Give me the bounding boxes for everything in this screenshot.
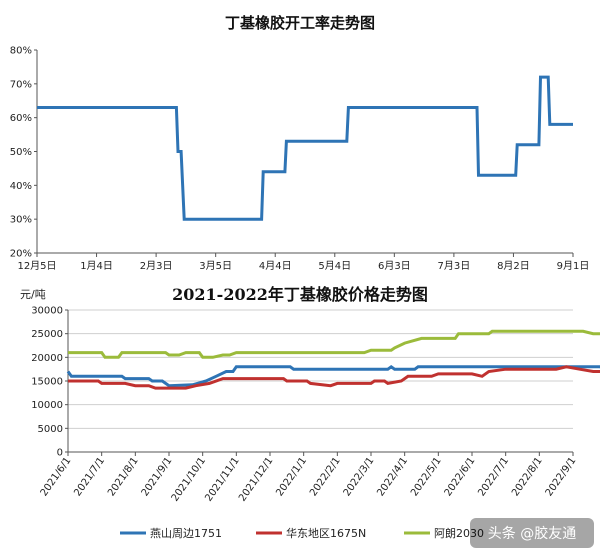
chart2-x-tick-label: 2021/10/1 [170, 455, 208, 503]
chart2-x-tick-label: 2021/6/1 [39, 455, 74, 498]
chart1-x-tick-label: 2月3日 [140, 260, 173, 272]
chart2-y-tick-label: 15000 [31, 377, 63, 388]
chart1-y-tick-label: 60% [10, 113, 32, 124]
chart2-y-tick-label: 30000 [31, 306, 63, 317]
chart1-y-tick-label: 50% [10, 147, 32, 158]
chart2-y-tick-label: 10000 [31, 400, 63, 411]
chart2-y-tick-label: 25000 [31, 329, 63, 340]
legend-label-arlanxeo: 阿朗2030 [434, 527, 484, 540]
chart2-y-tick-label: 0 [57, 448, 63, 459]
chart1-y-tick-label: 80% [10, 46, 32, 57]
chart2-x-tick-label: 2022/2/1 [308, 455, 343, 498]
watermark: 头条 @胶友通 [470, 518, 594, 548]
chart2-x-tick-label: 2021/7/1 [72, 455, 107, 498]
chart1-y-tick-label: 30% [10, 215, 32, 226]
chart2-x-tick-label: 2022/5/1 [409, 455, 444, 498]
chart2-y-tick-label: 5000 [38, 424, 63, 435]
chart2-unit-label: 元/吨 [20, 288, 46, 301]
chart1-x-tick-label: 9月1日 [557, 260, 590, 272]
chart2-series-line-1 [68, 365, 600, 390]
chart2-series-line-0 [66, 364, 600, 388]
chart1-x-tick-label: 3月5日 [199, 260, 232, 272]
chart1-x-tick-label: 7月3日 [438, 260, 471, 272]
watermark-text: 头条 @胶友通 [488, 525, 576, 542]
chart2-y-tick-label: 20000 [31, 353, 63, 364]
chart2-x-tick-label: 2021/11/1 [203, 455, 241, 503]
chart2-x-tick-label: 2022/4/1 [375, 455, 410, 498]
chart2-x-tick-label: 2022/1/1 [274, 455, 309, 498]
chart2-legend: 燕山周边1751 华东地区1675N 阿朗2030 [120, 526, 484, 540]
chart1-x-tick-label: 1月4日 [80, 260, 113, 272]
chart2-title: 2021-2022年丁基橡胶价格走势图 [172, 285, 428, 304]
chart2-x-tick-label: 2022/9/1 [544, 455, 579, 498]
chart1-x-tick-label: 6月3日 [378, 260, 411, 272]
watermark-backdrop [470, 518, 594, 548]
utilization-chart: 丁基橡胶开工率走势图 20% 30% 40% 50% 60% 70% 80% 12月5日 1月… [10, 14, 590, 272]
chart1-x-tick-label: 12月5日 [17, 260, 56, 272]
chart2-x-tick-label: 2022/6/1 [443, 455, 478, 498]
chart1-x-tick-label: 5月4日 [318, 260, 351, 272]
chart2-x-tick-label: 2021/12/1 [237, 455, 275, 503]
chart1-series-line-0 [37, 75, 573, 221]
chart2-x-tick-label: 2022/8/1 [510, 455, 545, 498]
chart2-x-tick-label: 2022/7/1 [476, 455, 511, 498]
chart1-title: 丁基橡胶开工率走势图 [225, 14, 375, 32]
chart1-x-tick-label: 8月2日 [497, 260, 530, 272]
chart1-y-tick-label: 20% [10, 249, 32, 260]
chart2-x-tick-label: 2022/3/1 [342, 455, 377, 498]
chart1-x-tick-label: 4月4日 [259, 260, 292, 272]
legend-label-huadong: 华东地区1675N [286, 526, 366, 540]
chart2-x-tick-label: 2021/8/1 [106, 455, 141, 498]
chart1-y-tick-label: 40% [10, 181, 32, 192]
chart1-y-tick-label: 70% [10, 79, 32, 90]
chart2-x-tick-label: 2021/9/1 [140, 455, 175, 498]
price-chart: 元/吨 2021-2022年丁基橡胶价格走势图 0 5000 10000 15000 2… [20, 285, 600, 540]
legend-label-yanshan: 燕山周边1751 [150, 527, 222, 540]
chart2-series-line-2 [68, 329, 600, 359]
